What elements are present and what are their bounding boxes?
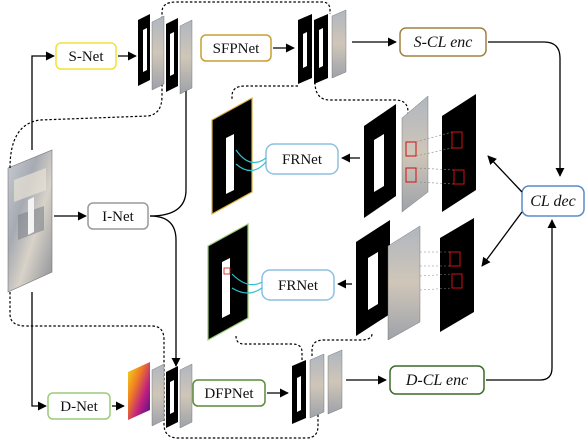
arrow-input-to-d-net bbox=[31, 292, 47, 411]
top-refinement-group bbox=[364, 94, 476, 218]
arrow-i-net-to-saliency-stack bbox=[149, 71, 191, 217]
i-net-label: I-Net bbox=[102, 209, 134, 225]
cl-dec-box: CL dec bbox=[521, 185, 585, 217]
arrow-input-to-s-net bbox=[31, 51, 55, 150]
d-net-box: D-Net bbox=[47, 392, 111, 420]
dotted-link-input-to-depth bbox=[9, 292, 319, 439]
d-net-label: D-Net bbox=[60, 399, 98, 415]
input-rgb-image bbox=[7, 149, 53, 293]
refined-depth-map-bottom bbox=[207, 222, 263, 342]
bottom-refinement-group bbox=[356, 218, 474, 341]
dotted-link-depth-to-refine bbox=[311, 333, 373, 356]
dotted-link-depth-to-frnet-bottom bbox=[235, 335, 303, 360]
dotted-link-saliency-to-frnet-top bbox=[231, 85, 298, 100]
s-cl-enc-label: S-CL enc bbox=[414, 34, 473, 51]
arrow-i-net-to-depth-stack bbox=[149, 215, 181, 367]
s-cl-enc-box: S-CL enc bbox=[399, 27, 487, 57]
arrow-s-cl-enc-to-cl-dec bbox=[488, 41, 565, 177]
frnet-bottom-label: FRNet bbox=[278, 278, 319, 294]
arrow-cl-dec-to-top-refine bbox=[487, 155, 523, 193]
frnet-top-box: FRNet bbox=[265, 143, 339, 175]
depth-output-maps bbox=[292, 349, 343, 424]
frnet-bottom-box: FRNet bbox=[261, 269, 335, 301]
refined-saliency-map-top bbox=[211, 96, 267, 216]
arrow-cl-dec-to-bottom-refine bbox=[481, 211, 523, 267]
depth-feature-stack bbox=[128, 362, 193, 429]
dotted-link-saliency-to-refine bbox=[314, 81, 409, 118]
saliency-output-maps bbox=[298, 9, 347, 84]
dfpnet-label: DFPNet bbox=[204, 386, 254, 402]
frnet-top-label: FRNet bbox=[282, 152, 323, 168]
dfpnet-box: DFPNet bbox=[192, 379, 266, 407]
sfpnet-box: SFPNet bbox=[200, 34, 272, 62]
d-cl-enc-label: D-CL enc bbox=[405, 372, 468, 389]
i-net-box: I-Net bbox=[87, 202, 149, 230]
s-net-box: S-Net bbox=[55, 42, 117, 70]
cl-dec-label: CL dec bbox=[530, 193, 575, 210]
d-cl-enc-box: D-CL enc bbox=[389, 365, 485, 395]
s-net-label: S-Net bbox=[69, 49, 105, 65]
sfpnet-label: SFPNet bbox=[213, 41, 261, 57]
arrow-d-cl-enc-to-cl-dec bbox=[486, 219, 557, 381]
saliency-feature-stack bbox=[138, 14, 193, 95]
